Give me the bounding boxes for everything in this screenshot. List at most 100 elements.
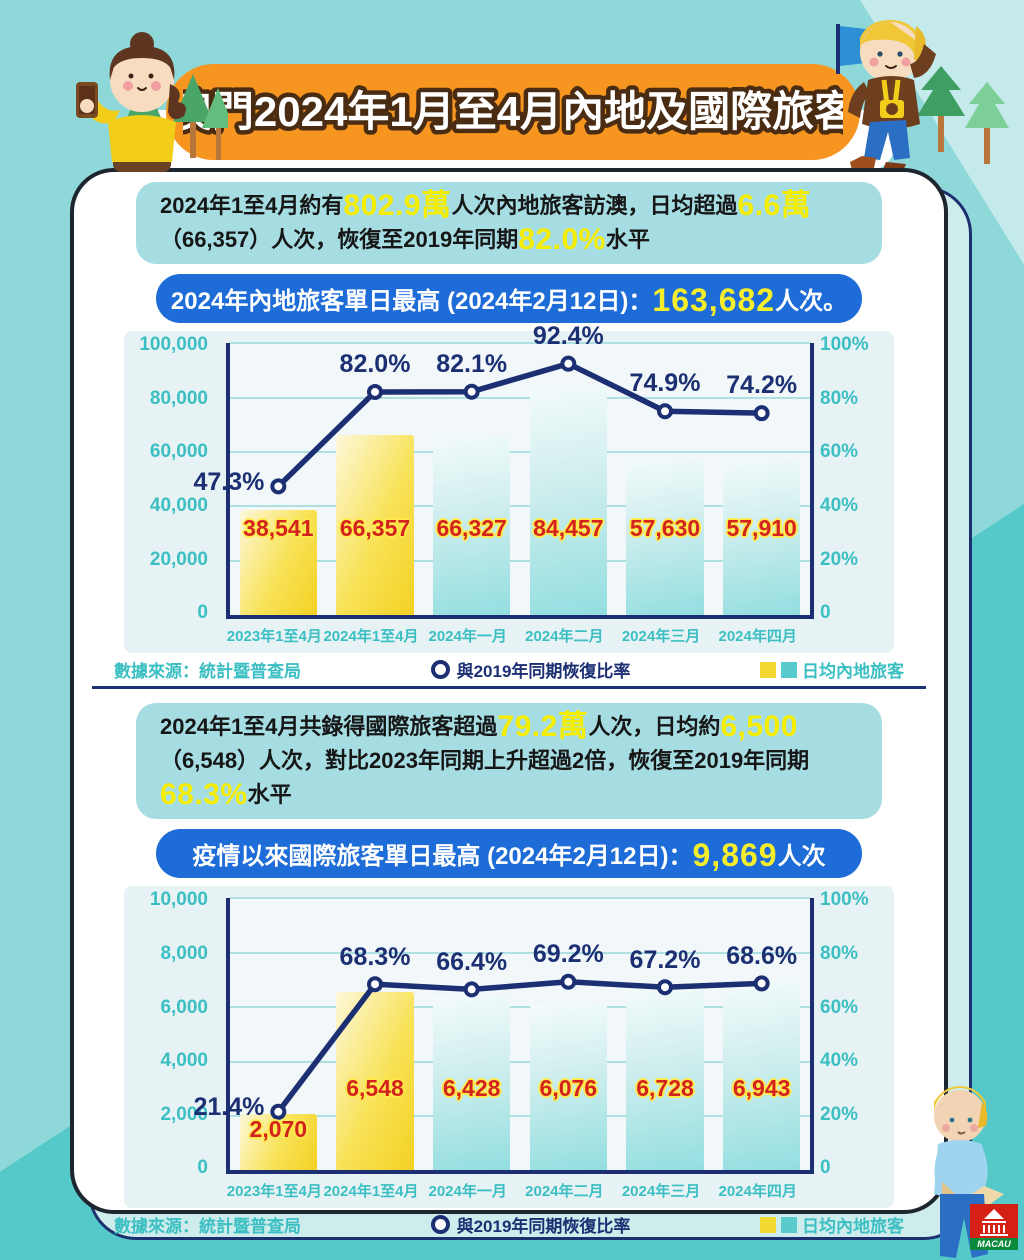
summary-text: 2024年1至4月約有	[160, 193, 344, 218]
summary-text: 人次內地旅客訪澳，日均超過	[451, 193, 738, 218]
y-tick-label: 100%	[820, 334, 869, 356]
x-tick-label: 2023年1至4月	[226, 628, 322, 646]
boy-tourist-illustration	[836, 20, 1009, 168]
recovery-rate-label: 47.3%	[193, 467, 265, 496]
summary-highlight: 68.3%	[160, 778, 248, 812]
international-peak-pill: 疫情以來國際旅客單日最高 (2024年2月12日)：9,869人次	[156, 829, 862, 879]
bar-value-label: 6,728	[636, 1075, 694, 1102]
y-tick-label: 80%	[820, 387, 859, 409]
teal-swatch-icon	[780, 1216, 797, 1233]
mainland-peak-pill: 2024年內地旅客單日最高 (2024年2月12日)：163,682人次。	[156, 274, 862, 324]
mgto-logo: MACAU	[970, 1204, 1018, 1250]
line-marker	[753, 975, 770, 992]
plot-area: 38,541 66,357 66,327 84,457 57,630 57,910 47.3…	[193, 322, 814, 620]
pill-text: 人次	[777, 843, 826, 871]
pill-value: 9,869	[692, 837, 778, 874]
bar-value-label: 2,070	[249, 1116, 308, 1143]
x-tick-label: 2024年四月	[718, 1183, 797, 1201]
gridline	[230, 559, 810, 562]
line-marker	[560, 355, 577, 372]
bar	[626, 987, 704, 1171]
summary-text: 水平	[605, 227, 650, 253]
gridline	[230, 505, 810, 508]
y-tick-label: 10,000	[149, 889, 208, 911]
mainland-visitors-chart: 100,000 80,000 60,000 40,000 20,000 0 38,541 6…	[124, 322, 894, 654]
y-tick-label: 20,000	[149, 548, 208, 570]
bar-legend-label: 日均內地旅客	[801, 1217, 904, 1237]
bar-legend-label: 日均內地旅客	[801, 662, 904, 682]
international-summary: 2024年1至4月共錄得國際旅客超過79.2萬人次，日均約6,500 （6,548…	[136, 703, 882, 820]
recovery-rate-label: 82.1%	[436, 349, 508, 378]
bar-value-label: 66,357	[339, 514, 411, 541]
pill-text: 2024年內地旅客單日最高 (2024年2月12日)：	[170, 288, 653, 316]
bar	[626, 458, 704, 616]
x-axis-labels: 2023年1至4月 2024年1至4月 2024年一月 2024年二月 2024年三月 2…	[226, 1180, 806, 1201]
line-legend: 與2019年同期恢復比率	[430, 657, 631, 682]
recovery-rate-label: 92.4%	[532, 321, 604, 350]
section-divider	[92, 686, 926, 690]
line-legend-label: 與2019年同期恢復比率	[456, 1217, 631, 1237]
x-tick-label: 2024年四月	[718, 628, 797, 646]
y-tick-label: 100,000	[139, 334, 208, 356]
gridline	[230, 1115, 810, 1118]
summary-text: 2024年1至4月共錄得國際旅客超過	[160, 714, 498, 740]
page-title: 澳門2024年1月至4月內地及國際旅客	[183, 88, 843, 135]
summary-highlight: 6.6萬	[737, 189, 812, 222]
summary-highlight: 82.0%	[518, 223, 606, 257]
line-marker	[270, 1104, 287, 1121]
line-marker	[367, 384, 383, 401]
line-marker	[560, 974, 577, 991]
bar-value-label: 57,910	[726, 514, 797, 541]
y-tick-label: 60%	[820, 441, 859, 463]
y-tick-label: 80%	[820, 943, 859, 965]
x-tick-label: 2024年二月	[525, 1183, 604, 1201]
recovery-rate-label: 74.9%	[629, 369, 701, 398]
pill-text: 疫情以來國際旅客單日最高 (2024年2月12日)：	[192, 843, 693, 871]
summary-text: （66,357）人次，恢復至2019年同期	[160, 227, 519, 253]
bar	[529, 385, 607, 616]
gridline	[230, 451, 810, 453]
bar	[336, 434, 414, 616]
ruins-facade-icon	[980, 1209, 1008, 1236]
pill-text: 人次。	[775, 288, 848, 316]
x-tick-label: 2024年一月	[428, 628, 507, 646]
line-legend-label: 與2019年同期恢復比率	[456, 662, 631, 682]
title-text: 澳門2024年1月至4月內地及國際旅客	[183, 84, 843, 140]
y-tick-label: 6,000	[160, 996, 208, 1018]
chart-footer: 數據來源：統計暨普查局 與2019年同期恢復比率 日均內地旅客	[114, 657, 904, 682]
y-tick-label: 40%	[820, 1050, 859, 1072]
recovery-rate-label: 69.2%	[532, 940, 604, 969]
x-tick-label: 2024年1至4月	[323, 628, 419, 646]
bar-value-label: 6,428	[442, 1075, 501, 1102]
bar-value-label: 6,943	[732, 1075, 791, 1102]
bar-legend: 日均內地旅客	[759, 1212, 904, 1237]
x-axis-labels: 2023年1至4月 2024年1至4月 2024年一月 2024年二月 2024年三月 2…	[226, 625, 806, 646]
x-tick-label: 2024年三月	[621, 1183, 701, 1201]
y-tick-label: 80,000	[149, 387, 208, 409]
summary-highlight: 79.2萬	[497, 710, 589, 744]
x-tick-label: 2024年三月	[621, 628, 701, 646]
bar-value-label: 57,630	[629, 514, 701, 541]
pill-value: 163,682	[652, 282, 776, 319]
y-tick-label: 100%	[820, 889, 869, 911]
y-tick-label: 8,000	[160, 943, 208, 965]
trees-icon	[917, 66, 1009, 164]
bar	[433, 434, 511, 616]
bar-value-label: 38,541	[243, 514, 314, 541]
x-tick-label: 2024年一月	[428, 1183, 507, 1201]
gridline	[230, 396, 810, 399]
left-axis-ticks: 10,000 8,000 6,000 4,000 2,000 0	[124, 889, 216, 1179]
gridline	[230, 342, 810, 345]
x-tick-label: 2023年1至4月	[226, 1183, 322, 1201]
y-tick-label: 40%	[820, 494, 859, 516]
summary-highlight: 802.9萬	[343, 189, 452, 222]
international-visitors-chart: 10,000 8,000 6,000 4,000 2,000 0 2,070 6,548 6,…	[124, 886, 894, 1209]
recovery-rate-label: 21.4%	[193, 1093, 265, 1122]
girl-tourist-illustration	[76, 32, 228, 172]
x-tick-label: 2024年二月	[525, 628, 604, 646]
content-card: 2024年1至4月約有802.9萬人次內地旅客訪澳，日均超過6.6萬 （66,35…	[70, 168, 948, 1236]
data-source-label: 數據來源：統計暨普查局	[114, 1217, 301, 1237]
y-tick-label: 0	[820, 602, 831, 624]
bar	[723, 457, 801, 616]
recovery-rate-line	[270, 355, 770, 495]
